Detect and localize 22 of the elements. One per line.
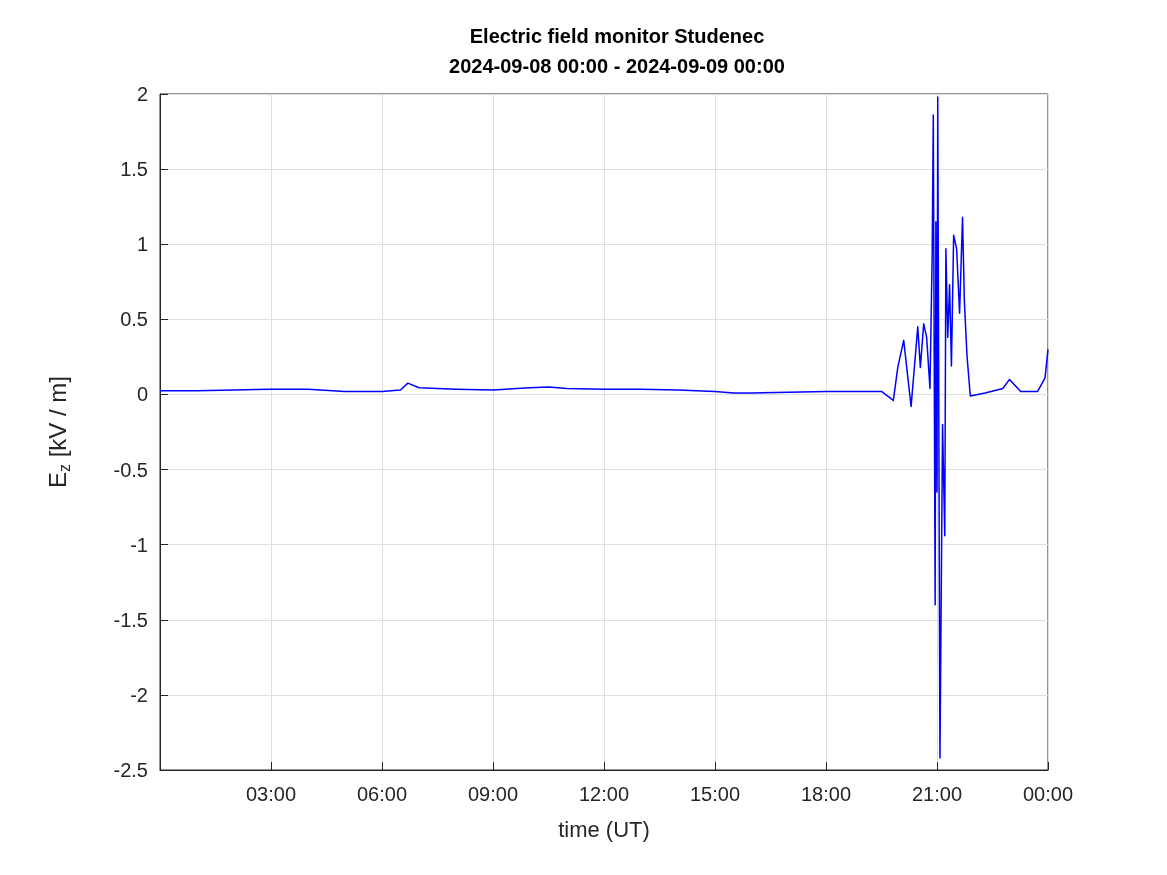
y-tick-label: 0 <box>136 383 148 406</box>
x-tick-label: 06:00 <box>356 783 408 805</box>
x-tick-label: 12:00 <box>578 783 630 805</box>
x-tick-label: 00:00 <box>1022 783 1074 805</box>
y-tick-label: -0.5 <box>113 458 148 481</box>
y-axis-title: Ez [kV / m] <box>43 375 73 489</box>
y-tick-label: -2 <box>130 683 148 706</box>
chart-subtitle: 2024-09-08 00:00 - 2024-09-09 00:00 <box>449 55 785 77</box>
y-tick-label: 1.5 <box>120 158 148 181</box>
x-tick-label: 15:00 <box>689 783 741 805</box>
y-tick-label: 0.5 <box>120 308 148 331</box>
y-tick-label: -2.5 <box>113 759 148 781</box>
y-tick-label: -1.5 <box>113 608 148 631</box>
x-tick-label: 09:00 <box>467 783 519 805</box>
x-tick-label: 18:00 <box>800 783 852 805</box>
chart-title: Electric field monitor Studenec <box>469 25 765 47</box>
y-tick-label: -1 <box>130 533 148 556</box>
x-axis-title: time (UT) <box>558 816 650 842</box>
y-tick-label: 1 <box>136 233 148 256</box>
y-tick-label: 2 <box>136 83 148 105</box>
x-tick-label: 03:00 <box>245 783 297 805</box>
x-tick-label: 21:00 <box>911 783 963 805</box>
